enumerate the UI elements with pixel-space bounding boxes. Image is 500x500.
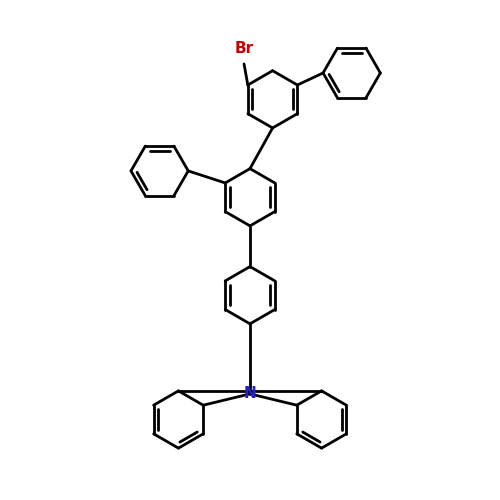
Text: N: N xyxy=(244,386,256,402)
Text: Br: Br xyxy=(234,42,254,56)
